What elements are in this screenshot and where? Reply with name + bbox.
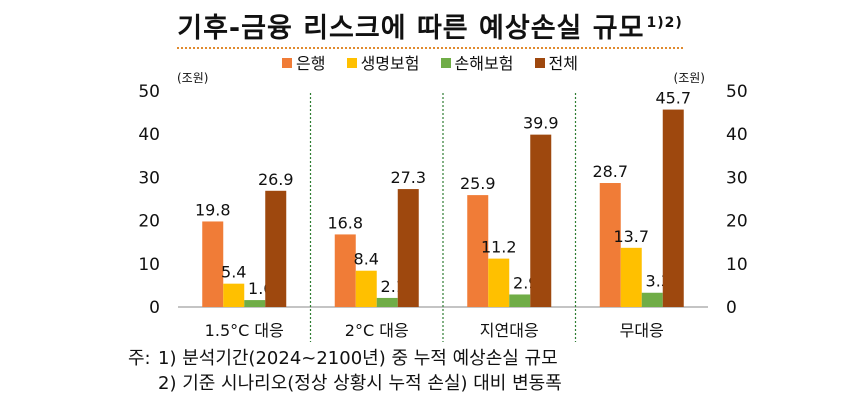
y-tick-label-right: 10	[726, 255, 748, 275]
y-unit-right: (조원)	[674, 71, 705, 85]
y-tick-label-left: 50	[138, 82, 160, 102]
legend-label-nonlife: 손해보험	[454, 54, 514, 73]
data-label: 13.7	[613, 227, 649, 246]
data-label: 19.8	[195, 200, 231, 219]
data-label: 25.9	[460, 174, 496, 193]
chart-title: 기후-금융 리스크에 따른 예상손실 규모 1)2)	[0, 6, 860, 49]
y-tick-label-left: 10	[138, 255, 160, 275]
bar-life	[355, 270, 377, 307]
bar-life	[223, 283, 245, 307]
bar-nonlife	[376, 297, 398, 307]
legend-swatch-bank	[282, 58, 293, 68]
bar-bank	[467, 195, 489, 307]
y-tick-label-right: 30	[726, 168, 748, 188]
bar-nonlife	[244, 300, 266, 307]
data-label: 8.4	[354, 250, 379, 269]
legend-swatch-life	[346, 58, 357, 68]
bar-bank	[334, 234, 356, 307]
chart-title-footnote-marks: 1)2)	[646, 15, 683, 31]
y-unit-left: (조원)	[177, 71, 208, 85]
category-label: 1.5°C 대응	[205, 321, 284, 340]
legend-item-bank: 은행	[282, 50, 325, 74]
legend-swatch-nonlife	[440, 58, 451, 68]
legend-label-total: 전체	[548, 54, 578, 73]
bar-total	[662, 109, 684, 308]
y-tick-label-right: 20	[726, 212, 748, 232]
bar-nonlife	[509, 294, 531, 307]
legend-swatch-total	[534, 58, 545, 68]
data-label: 26.9	[258, 170, 294, 189]
y-tick-label-right: 40	[726, 125, 748, 145]
data-label: 45.7	[655, 89, 691, 108]
data-label: 5.4	[221, 263, 246, 282]
bar-bank	[202, 221, 224, 307]
data-label: 16.8	[327, 213, 363, 232]
category-label: 2°C 대응	[345, 321, 409, 340]
footnote-prefix: 주:	[128, 348, 151, 369]
bar-life	[620, 247, 642, 307]
footnote-1-text: 1) 분석기간(2024~2100년) 중 누적 예상손실 규모	[158, 348, 558, 369]
y-tick-label-left: 30	[138, 168, 160, 188]
legend-item-nonlife: 손해보험	[440, 50, 514, 74]
y-tick-label-left: 40	[138, 125, 160, 145]
footnote-1: 주: 1) 분석기간(2024~2100년) 중 누적 예상손실 규모	[128, 346, 562, 371]
bar-total	[265, 190, 287, 307]
bar-bank	[599, 183, 621, 307]
legend-item-total: 전체	[534, 50, 578, 74]
category-label: 지연대응	[480, 321, 539, 340]
legend-item-life: 생명보험	[346, 50, 420, 74]
category-label: 무대응	[620, 321, 664, 340]
chart-title-main: 기후-금융 리스크에 따른 예상손실 규모	[177, 13, 645, 44]
y-tick-label-left: 0	[149, 298, 160, 318]
bar-life	[488, 258, 510, 307]
data-label: 28.7	[592, 162, 628, 181]
data-label: 27.3	[390, 168, 426, 187]
bar-total	[530, 134, 552, 307]
chart-title-text: 기후-금융 리스크에 따른 예상손실 규모 1)2)	[177, 6, 683, 49]
y-tick-label-left: 20	[138, 212, 160, 232]
bar-nonlife	[641, 292, 663, 307]
legend: 은행 생명보험 손해보험 전체	[0, 50, 860, 74]
footnote-2-text: 2) 기준 시나리오(정상 상황시 누적 손실) 대비 변동폭	[158, 373, 562, 394]
y-tick-label-right: 0	[726, 298, 737, 318]
data-label: 11.2	[481, 238, 517, 257]
bar-total	[397, 189, 419, 307]
data-label: 39.9	[523, 114, 559, 133]
footnote-2: 2) 기준 시나리오(정상 상황시 누적 손실) 대비 변동폭	[128, 371, 562, 396]
footnotes: 주: 1) 분석기간(2024~2100년) 중 누적 예상손실 규모 2) 기준…	[128, 346, 562, 396]
legend-label-life: 생명보험	[360, 54, 420, 73]
y-tick-label-right: 50	[726, 82, 748, 102]
legend-label-bank: 은행	[296, 54, 326, 73]
